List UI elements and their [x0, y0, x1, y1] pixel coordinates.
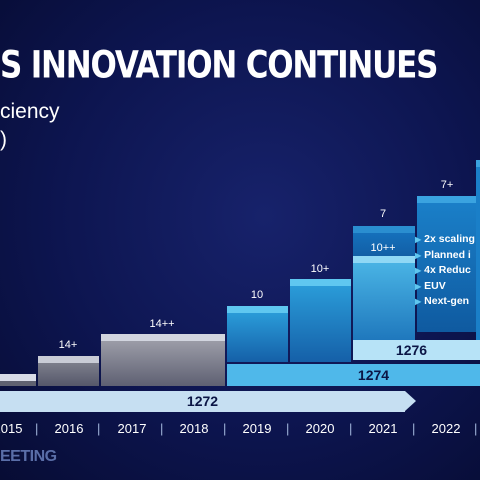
year-label: 2022 — [431, 421, 461, 436]
year-label: 2016 — [54, 421, 84, 436]
year-separator: | — [97, 421, 101, 436]
year-separator: | — [160, 421, 164, 436]
node-label-14plusplus: 14++ — [149, 318, 175, 330]
bar-arrowhead-icon — [405, 391, 416, 411]
node-label-7: 7 — [379, 208, 387, 220]
process-bar-1274: 1274 — [227, 364, 480, 386]
year-separator: | — [286, 421, 290, 436]
play-arrow-icon: ▶ — [415, 235, 422, 244]
step-10nm — [227, 306, 288, 362]
play-arrow-icon: ▶ — [415, 250, 422, 260]
slide-subtitle-continued: ) — [0, 128, 7, 151]
step-10plus — [290, 279, 351, 362]
play-arrow-icon: ▶ — [415, 281, 422, 291]
process-bar-1276: 1276 — [353, 340, 480, 360]
year-separator: | — [474, 421, 478, 436]
step-7plus — [417, 196, 480, 332]
event-footer-text: EETING — [0, 448, 57, 465]
process-bar-1272: 1272 — [0, 391, 405, 412]
feature-bullet: ▶ Next-gen — [415, 295, 470, 307]
step-14nm — [0, 374, 36, 386]
feature-bullet: ▶ 2x scaling — [415, 233, 475, 245]
feature-bullet: ▶ EUV — [415, 279, 446, 292]
node-label-10plusplus: 10++ — [370, 242, 396, 254]
year-label: 2021 — [368, 421, 398, 436]
feature-bullet-list: ▶ 2x scaling ▶ Planned i ▶ 4x Reduc ▶ EUV ▶ N… — [415, 232, 480, 310]
slide-title: S INNOVATION CONTINUES — [0, 44, 438, 88]
node-label-10plus: 10+ — [310, 263, 330, 275]
year-separator: | — [35, 421, 39, 436]
node-label-14plus: 14+ — [58, 339, 78, 351]
year-label: 2019 — [242, 421, 272, 436]
year-separator: | — [223, 421, 227, 436]
year-label: 2018 — [179, 421, 209, 436]
year-separator: | — [349, 421, 353, 436]
step-7nm — [353, 226, 415, 256]
play-arrow-icon: ▶ — [415, 266, 422, 275]
step-14plusplus — [101, 334, 225, 386]
feature-bullet: ▶ 4x Reduc — [415, 264, 471, 276]
node-label-10: 10 — [250, 289, 264, 301]
year-separator: | — [412, 421, 416, 436]
step-next-partial — [476, 160, 480, 340]
year-label: 2020 — [305, 421, 335, 436]
slide-subtitle: ciency — [0, 100, 60, 123]
step-10plusplus — [353, 256, 415, 340]
node-label-7plus: 7+ — [440, 179, 454, 191]
feature-bullet: ▶ Planned i — [415, 248, 471, 261]
step-14plus — [38, 356, 99, 386]
year-label: 2017 — [117, 421, 147, 436]
play-arrow-icon: ▶ — [415, 297, 422, 306]
